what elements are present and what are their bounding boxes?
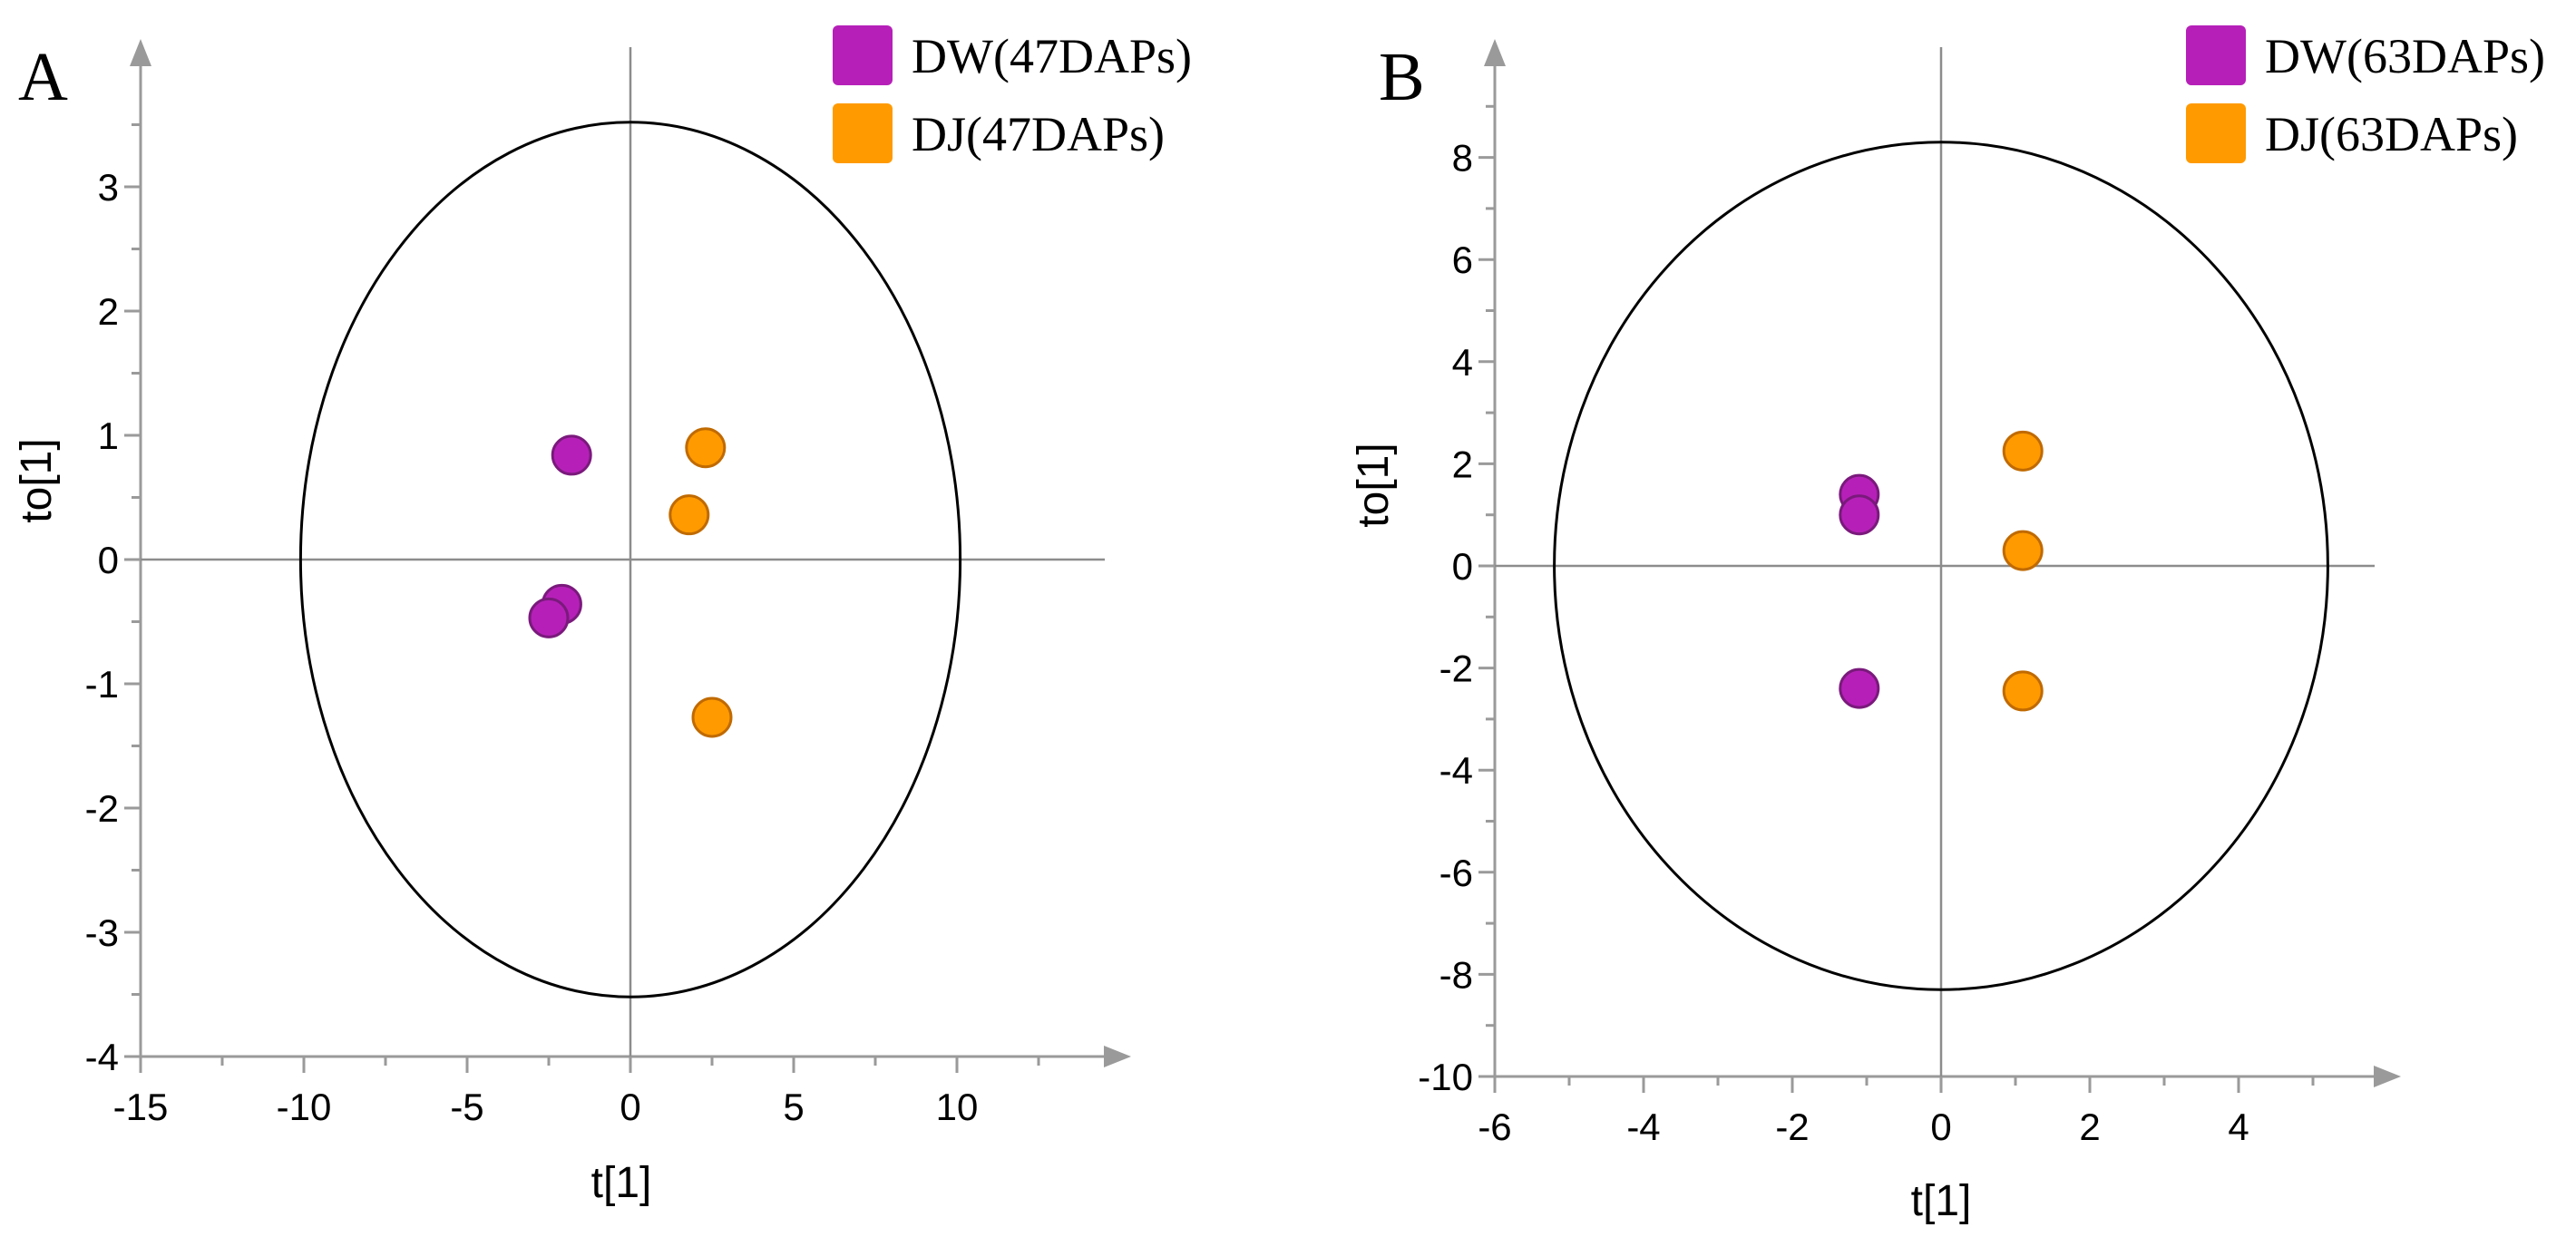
x-tick-label: 2 <box>2079 1106 2100 1148</box>
y-tick-label: -1 <box>85 663 119 706</box>
data-point-dw <box>1839 667 1880 709</box>
x-tick-label: 10 <box>936 1086 979 1128</box>
x-tick-label: -15 <box>113 1086 169 1128</box>
data-point-dj <box>691 696 733 738</box>
data-point-dj <box>668 494 710 536</box>
panel-a: A-15 -10 -5 0 5 10-4-3-2-10123t[1]to[1]DW(47D… <box>13 25 1192 1207</box>
x-tick-label: -2 <box>1775 1106 1809 1148</box>
x-axis-label: t[1] <box>591 1159 652 1207</box>
y-tick-label: 8 <box>1452 137 1473 180</box>
legend-swatch-dw <box>2186 25 2246 85</box>
x-tick-label: -6 <box>1478 1106 1511 1148</box>
legend-label: DJ(47DAPs) <box>912 107 1165 161</box>
y-axis-label: to[1] <box>13 438 61 522</box>
data-point-dw <box>1839 494 1880 536</box>
y-tick-label: 0 <box>98 539 119 581</box>
y-tick-label: 2 <box>98 290 119 333</box>
y-tick-label: 0 <box>1452 545 1473 588</box>
x-tick-label: -5 <box>450 1086 483 1128</box>
y-tick-label: -8 <box>1439 953 1473 996</box>
data-point-dw <box>528 597 570 638</box>
legend-swatch-dj <box>833 103 893 163</box>
data-point-dj <box>2002 430 2044 472</box>
data-point-dj <box>2002 670 2044 712</box>
panel-letter: B <box>1379 39 1425 115</box>
y-tick-label: -3 <box>85 911 119 954</box>
legend-label: DJ(63DAPs) <box>2265 107 2518 161</box>
y-tick-label: 4 <box>1452 341 1473 384</box>
y-tick-label: -2 <box>85 787 119 830</box>
panel-letter: A <box>18 39 68 115</box>
y-axis-label: to[1] <box>1350 443 1398 527</box>
x-tick-label: 5 <box>783 1086 804 1128</box>
confidence-ellipse <box>298 121 962 998</box>
x-tick-label: 0 <box>1930 1106 1951 1148</box>
panel-b: B -6 -4 -2 0 2 4 -10 -8 -6 -4 -2 0 2 4 6 8 t[1] to[1] DW(63… <box>1350 25 2545 1225</box>
data-point-dj <box>2002 530 2044 571</box>
data-point-dj <box>685 427 727 469</box>
y-tick-label: -10 <box>1418 1056 1473 1098</box>
y-tick-label: 6 <box>1452 239 1473 281</box>
legend-swatch-dj <box>2186 103 2246 163</box>
y-tick-label: 2 <box>1452 443 1473 485</box>
legend-swatch-dw <box>833 25 893 85</box>
y-tick-label: -4 <box>85 1036 119 1078</box>
confidence-ellipse <box>1553 141 2329 991</box>
x-tick-label: 4 <box>2228 1106 2249 1148</box>
legend-label: DW(47DAPs) <box>912 29 1192 83</box>
y-tick-label: 1 <box>98 414 119 457</box>
x-tick-label: 0 <box>620 1086 640 1128</box>
data-point-dw <box>551 434 592 476</box>
y-tick-label: -4 <box>1439 749 1473 792</box>
x-tick-label: -4 <box>1626 1106 1660 1148</box>
y-tick-label: -2 <box>1439 648 1473 690</box>
x-tick-label: -10 <box>277 1086 332 1128</box>
x-axis-label: t[1] <box>1911 1177 1972 1225</box>
y-tick-label: 3 <box>98 166 119 209</box>
legend-label: DW(63DAPs) <box>2265 29 2545 83</box>
y-tick-label: -6 <box>1439 852 1473 894</box>
